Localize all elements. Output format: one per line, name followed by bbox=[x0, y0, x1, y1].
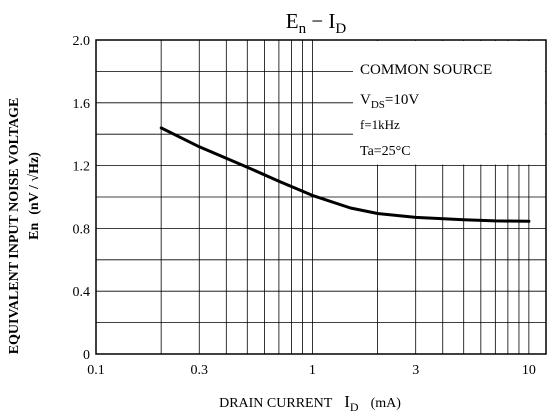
condition-common-source: COMMON SOURCE bbox=[360, 62, 492, 78]
series-layer bbox=[159, 126, 531, 223]
series-line-1 bbox=[159, 126, 531, 223]
x-tick-label: 3 bbox=[412, 363, 419, 378]
x-axis-label: DRAIN CURRENT ID (mA) bbox=[219, 392, 401, 414]
chart-title: En − ID bbox=[286, 9, 347, 37]
conditions-box bbox=[353, 41, 545, 165]
tick-labels: 0.1 0.3 1 3 10 0 0.4 0.8 1.2 1.6 2.0 bbox=[73, 34, 536, 378]
x-tick-label: 1 bbox=[309, 363, 316, 378]
y-tick-label: 1.6 bbox=[73, 97, 91, 112]
y-tick-label: 0.4 bbox=[73, 285, 91, 300]
plot-frame bbox=[95, 39, 547, 355]
condition-frequency: f=1kHz bbox=[360, 117, 400, 132]
y-axis-label-line1: EQUIVALENT INPUT NOISE VOLTAGE bbox=[7, 98, 22, 355]
x-tick-label: 10 bbox=[522, 363, 536, 378]
condition-vds: VDS=10V bbox=[360, 92, 419, 111]
test-conditions: COMMON SOURCE VDS=10V f=1kHz Ta=25°C bbox=[360, 62, 492, 159]
y-tick-label: 2.0 bbox=[73, 34, 91, 49]
y-tick-label: 0 bbox=[83, 348, 90, 363]
condition-temperature: Ta=25°C bbox=[360, 144, 411, 159]
y-tick-label: 0.8 bbox=[73, 222, 91, 237]
x-tick-label: 0.3 bbox=[191, 363, 209, 378]
y-tick-label: 1.2 bbox=[73, 160, 91, 175]
y-axis-label-line2: En(nV / √Hz) bbox=[27, 152, 42, 240]
x-tick-label: 0.1 bbox=[87, 363, 105, 378]
